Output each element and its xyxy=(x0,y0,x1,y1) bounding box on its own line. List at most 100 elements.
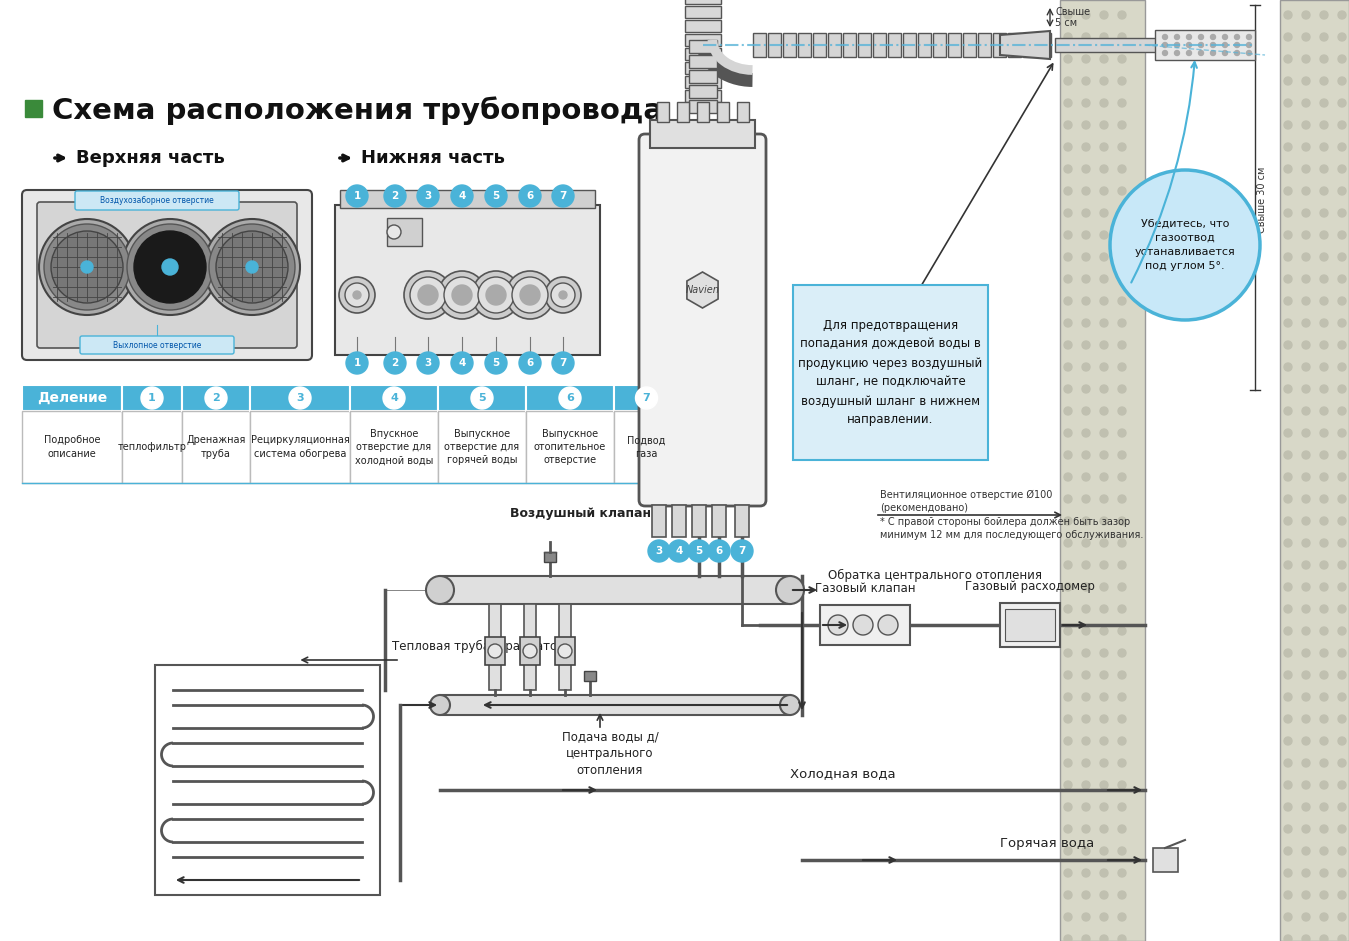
Circle shape xyxy=(451,185,473,207)
Circle shape xyxy=(1099,693,1108,701)
Bar xyxy=(335,205,600,355)
Circle shape xyxy=(1246,42,1252,47)
Circle shape xyxy=(345,185,368,207)
Bar xyxy=(349,385,438,411)
Circle shape xyxy=(1321,715,1327,723)
Circle shape xyxy=(1099,759,1108,767)
Circle shape xyxy=(558,387,581,409)
Circle shape xyxy=(1064,891,1072,899)
Circle shape xyxy=(430,695,451,715)
Circle shape xyxy=(1118,407,1126,415)
Circle shape xyxy=(1284,165,1292,173)
Circle shape xyxy=(1064,759,1072,767)
Circle shape xyxy=(1284,187,1292,195)
Circle shape xyxy=(1118,891,1126,899)
Bar xyxy=(523,604,536,690)
Circle shape xyxy=(1099,165,1108,173)
Circle shape xyxy=(1082,671,1090,679)
Circle shape xyxy=(1234,42,1240,47)
Circle shape xyxy=(1118,583,1126,591)
Circle shape xyxy=(1099,11,1108,19)
Circle shape xyxy=(1284,627,1292,635)
Circle shape xyxy=(1302,121,1310,129)
Circle shape xyxy=(1338,869,1346,877)
Circle shape xyxy=(1284,847,1292,855)
Bar xyxy=(340,190,595,208)
Circle shape xyxy=(1210,35,1215,40)
Text: Холодная вода: Холодная вода xyxy=(791,767,896,780)
Circle shape xyxy=(1118,473,1126,481)
Circle shape xyxy=(1321,935,1327,941)
Text: 2: 2 xyxy=(212,393,220,403)
Circle shape xyxy=(1302,781,1310,789)
Circle shape xyxy=(1302,341,1310,349)
Text: Воздухозаборное отверстие: Воздухозаборное отверстие xyxy=(100,196,214,205)
Circle shape xyxy=(1284,715,1292,723)
Circle shape xyxy=(1064,649,1072,657)
Bar xyxy=(768,33,781,57)
Circle shape xyxy=(648,540,670,562)
Circle shape xyxy=(1064,495,1072,503)
Circle shape xyxy=(1302,363,1310,371)
Circle shape xyxy=(1099,869,1108,877)
FancyBboxPatch shape xyxy=(22,190,312,360)
Circle shape xyxy=(1338,473,1346,481)
Circle shape xyxy=(1284,649,1292,657)
Bar xyxy=(697,102,710,122)
Circle shape xyxy=(1118,715,1126,723)
Bar xyxy=(684,62,720,74)
Circle shape xyxy=(1302,319,1310,327)
Circle shape xyxy=(1321,253,1327,261)
Circle shape xyxy=(1064,561,1072,569)
Circle shape xyxy=(1099,715,1108,723)
Circle shape xyxy=(1082,407,1090,415)
Bar xyxy=(978,33,990,57)
Circle shape xyxy=(1082,143,1090,151)
Circle shape xyxy=(1338,825,1346,833)
Text: 6: 6 xyxy=(567,393,573,403)
Bar xyxy=(873,33,885,57)
Circle shape xyxy=(1302,759,1310,767)
Circle shape xyxy=(1321,539,1327,547)
Circle shape xyxy=(853,615,873,635)
Circle shape xyxy=(1284,671,1292,679)
Circle shape xyxy=(1284,825,1292,833)
Text: 6: 6 xyxy=(526,358,534,368)
Circle shape xyxy=(1064,627,1072,635)
Circle shape xyxy=(1064,253,1072,261)
Text: 2: 2 xyxy=(391,191,398,201)
Bar xyxy=(614,411,679,483)
Bar xyxy=(438,385,526,411)
Circle shape xyxy=(426,576,455,604)
Circle shape xyxy=(1321,583,1327,591)
Circle shape xyxy=(1284,363,1292,371)
Bar xyxy=(1153,848,1178,872)
Circle shape xyxy=(668,540,689,562)
Circle shape xyxy=(1082,561,1090,569)
Circle shape xyxy=(1321,143,1327,151)
Bar xyxy=(349,411,438,483)
Bar xyxy=(1023,33,1036,57)
Circle shape xyxy=(1064,847,1072,855)
Circle shape xyxy=(1118,385,1126,393)
Text: Схема расположения трубопровода: Схема расположения трубопровода xyxy=(53,97,662,125)
Circle shape xyxy=(1099,385,1108,393)
Circle shape xyxy=(1284,429,1292,437)
Circle shape xyxy=(1302,649,1310,657)
Circle shape xyxy=(1118,143,1126,151)
Circle shape xyxy=(1118,781,1126,789)
FancyBboxPatch shape xyxy=(639,134,766,506)
Text: Подвод
газа: Подвод газа xyxy=(627,436,665,458)
Circle shape xyxy=(1302,847,1310,855)
Circle shape xyxy=(552,185,575,207)
Circle shape xyxy=(1198,42,1203,47)
Circle shape xyxy=(1338,121,1346,129)
Circle shape xyxy=(444,277,480,313)
Bar xyxy=(526,411,614,483)
Circle shape xyxy=(1064,165,1072,173)
Circle shape xyxy=(1321,231,1327,239)
Circle shape xyxy=(1321,121,1327,129)
Circle shape xyxy=(1082,33,1090,41)
Text: 4: 4 xyxy=(390,393,398,403)
Circle shape xyxy=(1321,297,1327,305)
